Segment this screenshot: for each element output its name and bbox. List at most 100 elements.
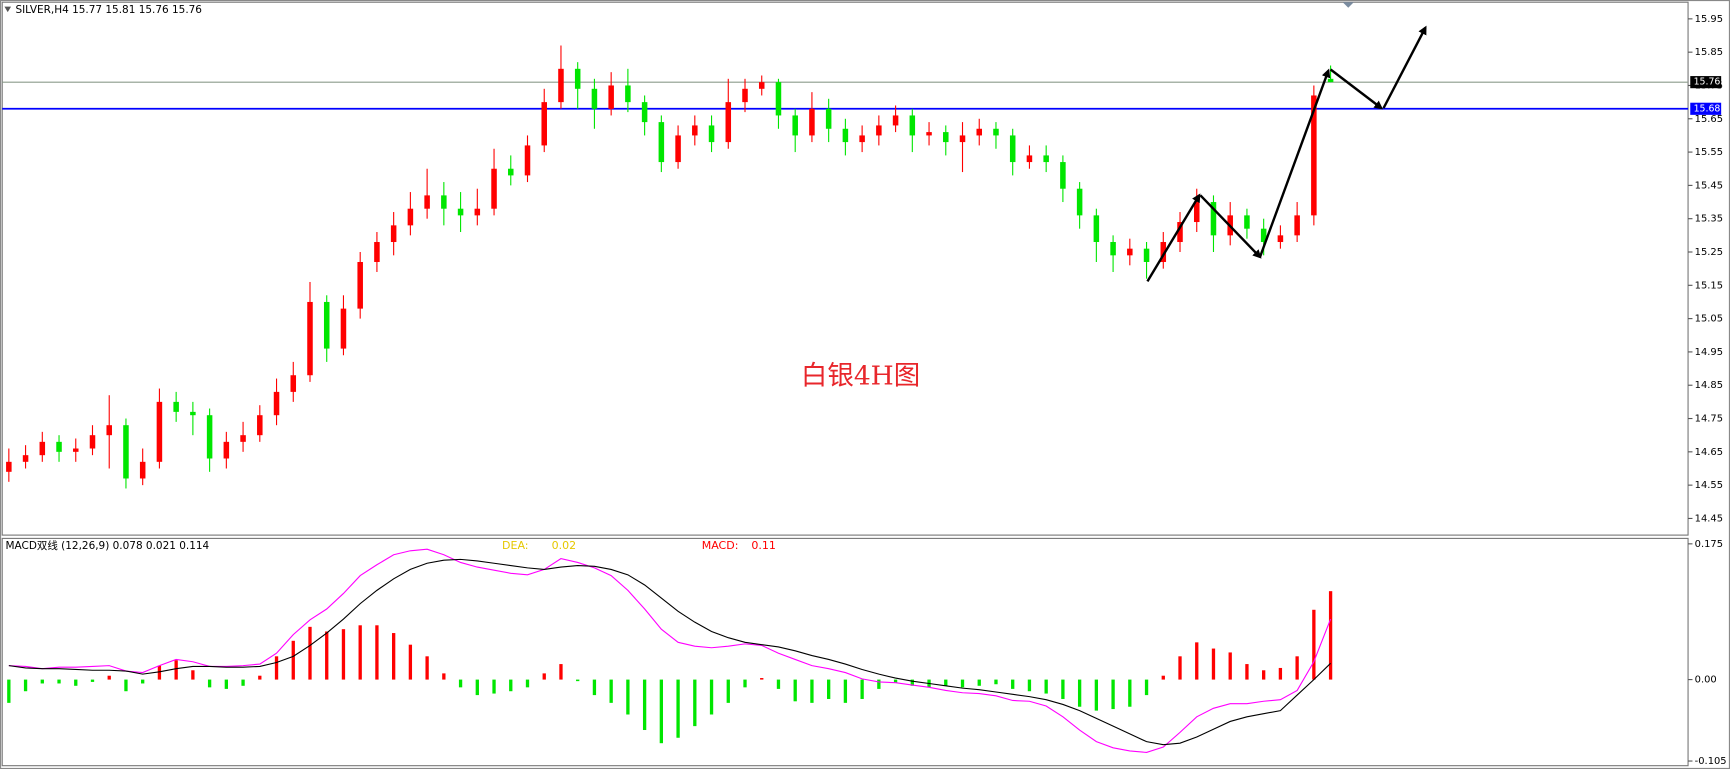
macd-bar xyxy=(391,633,396,680)
candle-body xyxy=(792,115,798,136)
macd-bar xyxy=(475,679,479,696)
readout-name: DEA: xyxy=(502,539,529,552)
candle-body xyxy=(658,122,665,163)
readout-value: 0.11 xyxy=(751,539,776,552)
macd-bar xyxy=(458,679,463,688)
candle-body xyxy=(1160,242,1167,262)
candle-body xyxy=(524,145,531,176)
candle-body xyxy=(943,132,949,143)
y-tick-label: 15.35 xyxy=(1695,214,1723,225)
macd-bar xyxy=(1094,679,1099,711)
macd-bar xyxy=(893,679,898,683)
macd-bar xyxy=(1111,679,1115,710)
macd-bar xyxy=(576,679,580,682)
candle-body xyxy=(407,208,414,226)
arrow xyxy=(1329,68,1384,110)
macd-bar xyxy=(1027,679,1032,692)
candle-body xyxy=(725,102,732,143)
y-tick-label: 15.95 xyxy=(1695,14,1723,25)
macd-bar xyxy=(341,629,346,680)
macd-bar xyxy=(74,679,78,686)
candle-body xyxy=(240,435,246,442)
candle-body xyxy=(491,168,497,209)
y-tick-label: 15.15 xyxy=(1695,280,1723,291)
candle-body xyxy=(842,128,849,143)
candle-body xyxy=(876,125,882,136)
candle-body xyxy=(1060,162,1066,189)
candle-body xyxy=(1260,228,1267,243)
symbol-icon xyxy=(4,6,12,13)
macd-bar xyxy=(23,679,28,692)
macd-bar xyxy=(1328,591,1333,680)
candle-body xyxy=(441,195,447,209)
macd-bar xyxy=(1245,664,1249,680)
macd-bar xyxy=(241,679,245,686)
candle-body xyxy=(6,461,12,472)
macd-bar xyxy=(375,625,379,680)
candle-body xyxy=(106,425,112,436)
macd-bar xyxy=(191,670,195,680)
macd-bar xyxy=(90,679,95,682)
candle-body xyxy=(909,115,916,136)
macd-bar xyxy=(1061,679,1065,699)
macd-bar xyxy=(709,679,714,715)
candle-body xyxy=(1110,242,1116,256)
candle-body xyxy=(190,411,196,416)
macd-bar xyxy=(1262,670,1266,680)
macd-bar xyxy=(592,679,597,696)
y-tick-label: 15.25 xyxy=(1695,247,1723,258)
macd-bar xyxy=(827,679,831,699)
macd-bar xyxy=(760,678,764,680)
candle-body xyxy=(273,391,280,416)
macd-bar xyxy=(1044,679,1048,694)
price-pane xyxy=(1,1,1689,536)
macd-bar xyxy=(157,665,162,680)
candle-body xyxy=(257,415,263,436)
y-tick-label: 14.65 xyxy=(1695,447,1723,458)
macd-bar xyxy=(994,679,998,685)
macd-bar xyxy=(358,625,362,680)
candle-body xyxy=(1093,215,1100,243)
macd-bar xyxy=(174,660,178,680)
candle-body xyxy=(976,128,982,136)
candle-body xyxy=(56,441,62,452)
candle-body xyxy=(39,441,46,456)
macd-bar xyxy=(1178,656,1182,680)
candle-body xyxy=(223,441,230,459)
candle-body xyxy=(1076,188,1083,216)
macd-bar xyxy=(224,679,228,689)
macd-bar xyxy=(776,679,781,689)
y-tick-label: -0.105 xyxy=(1695,756,1727,767)
readout-value: 0.02 xyxy=(552,539,577,552)
candle-body xyxy=(323,301,330,349)
y-tick-label: 15.55 xyxy=(1695,147,1723,158)
macd-bar xyxy=(425,656,429,680)
y-tick-label: 14.75 xyxy=(1695,414,1723,425)
candle-body xyxy=(993,128,999,136)
macd-bar xyxy=(542,673,546,680)
macd-bar xyxy=(1211,648,1216,680)
candle-body xyxy=(390,225,397,243)
macd-title: MACD双线 (12,26,9) 0.078 0.021 0.114 xyxy=(6,539,210,552)
price-label-box xyxy=(1690,76,1722,89)
candle-body xyxy=(1277,235,1284,243)
macd-bar xyxy=(525,679,530,688)
candle-body xyxy=(1311,95,1317,216)
y-tick-label: 14.85 xyxy=(1695,380,1723,391)
candle-body xyxy=(1143,248,1150,262)
candle-body xyxy=(457,208,464,216)
candle-body xyxy=(926,132,932,136)
candle-body xyxy=(591,88,598,109)
candle-body xyxy=(1294,215,1300,236)
candle-body xyxy=(206,415,213,459)
price-label: 15.68 xyxy=(1694,103,1721,114)
candle-body xyxy=(156,401,163,462)
macd-bar xyxy=(559,664,563,680)
macd-bar xyxy=(1011,679,1015,689)
candle-body xyxy=(374,242,380,262)
candle-body xyxy=(1127,248,1133,256)
macd-bar xyxy=(1195,642,1199,680)
candle-body xyxy=(1043,155,1049,163)
candle-body xyxy=(809,108,815,136)
